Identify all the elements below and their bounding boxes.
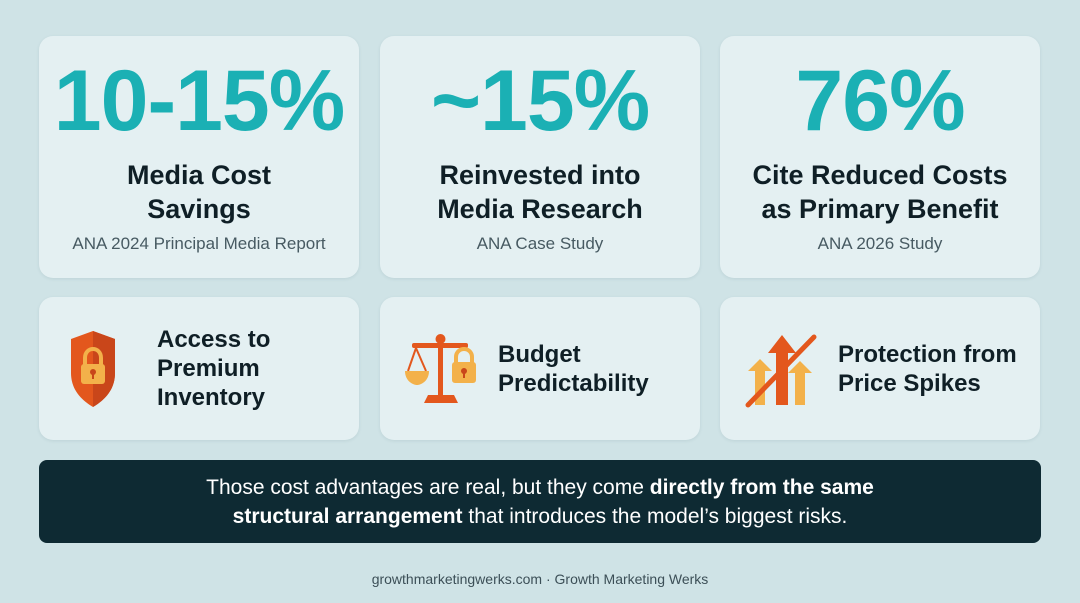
stat-label-line: as Primary Benefit <box>761 194 999 224</box>
stat-value: 10-15% <box>53 53 345 149</box>
price-spike-blocked-icon <box>742 325 832 413</box>
scale-lock-icon <box>402 325 492 413</box>
feature-label: Protection from Price Spikes <box>838 297 1030 440</box>
footer-credit: growthmarketingwerks.com · Growth Market… <box>371 571 709 587</box>
stat-label-line: Media Research <box>437 194 643 224</box>
stat-label-line: Reinvested into <box>439 160 641 190</box>
stat-value: 76% <box>795 53 965 149</box>
feature-label-line: Access to <box>157 326 271 353</box>
stat-value: ~15% <box>430 53 650 149</box>
feature-label-line: Inventory <box>157 384 266 411</box>
stat-label: Reinvested into Media Research <box>380 158 700 226</box>
feature-label-line: Predictability <box>498 369 649 397</box>
stat-label-line: Media Cost <box>126 160 272 190</box>
feature-label-line: Premium <box>157 355 260 382</box>
stat-card-reduced-costs: 76% Cite Reduced Costs as Primary Benefi… <box>720 36 1040 278</box>
feature-label-line: Price Spikes <box>838 369 981 397</box>
banner-text: that introduces the model’s biggest risk… <box>462 504 848 528</box>
feature-label-line: Protection from <box>838 340 1017 368</box>
banner-line-2: structural arrangement that introduces t… <box>39 502 1041 531</box>
feature-label: Access to Premium Inventory <box>157 297 349 440</box>
banner-emphasis: structural arrangement <box>232 504 463 528</box>
shield-lock-icon <box>61 325 151 413</box>
banner-text: Those cost advantages are real, but they… <box>206 475 650 499</box>
feature-card-premium-inventory: Access to Premium Inventory <box>39 297 359 440</box>
stat-source: ANA 2026 Study <box>817 234 943 253</box>
stat-label: Media Cost Savings <box>39 158 359 226</box>
stat-card-media-cost-savings: 10-15% Media Cost Savings ANA 2024 Princ… <box>39 36 359 278</box>
banner-emphasis: directly from the same <box>649 475 874 499</box>
feature-label-line: Budget <box>498 340 581 368</box>
stat-card-reinvested: ~15% Reinvested into Media Research ANA … <box>380 36 700 278</box>
stat-label: Cite Reduced Costs as Primary Benefit <box>720 158 1040 226</box>
stat-source: ANA Case Study <box>476 234 604 253</box>
feature-label: Budget Predictability <box>498 297 690 440</box>
stat-label-line: Cite Reduced Costs <box>752 160 1008 190</box>
feature-card-price-protection: Protection from Price Spikes <box>720 297 1040 440</box>
stat-label-line: Savings <box>147 194 251 224</box>
conclusion-banner: Those cost advantages are real, but they… <box>39 460 1041 543</box>
banner-line-1: Those cost advantages are real, but they… <box>39 473 1041 502</box>
feature-card-budget-predictability: Budget Predictability <box>380 297 700 440</box>
stat-source: ANA 2024 Principal Media Report <box>72 234 326 253</box>
